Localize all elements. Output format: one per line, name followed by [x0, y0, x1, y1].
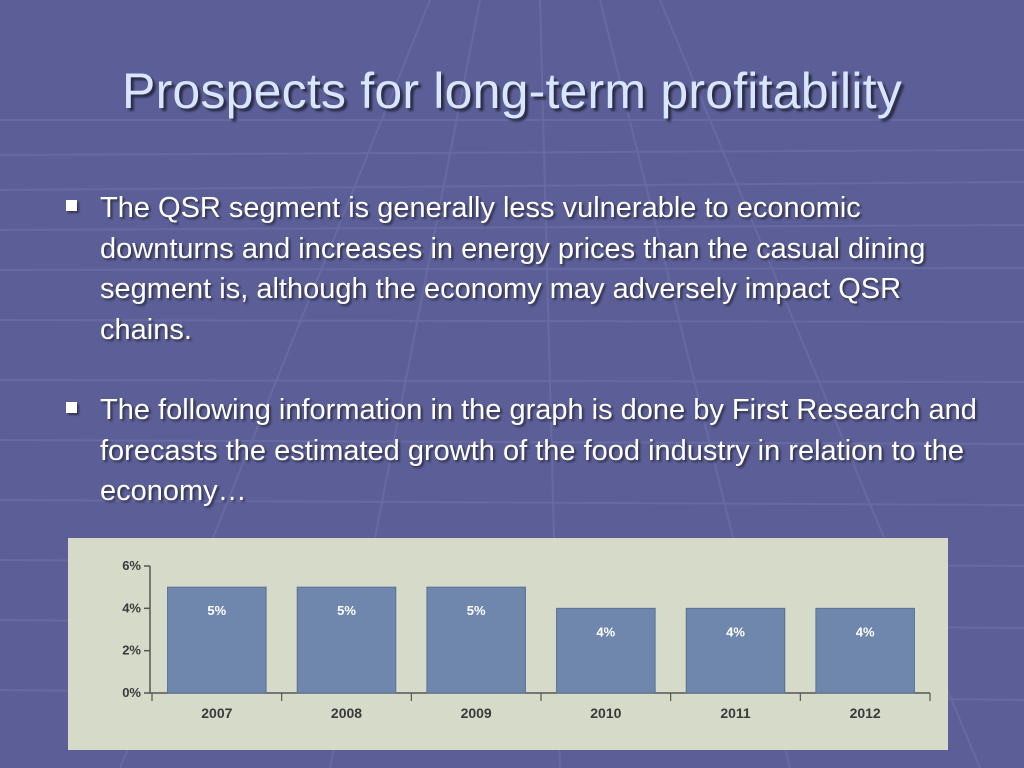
x-tick-label: 2007 [201, 705, 232, 721]
chart-panel: 0% 2% 4% 6% 5% 2007 5% 2008 5% 2009 4% 2010 4% 2011 4%… [68, 538, 948, 750]
bar [815, 607, 915, 694]
y-tick-label: 0% [122, 685, 141, 700]
bar [685, 607, 786, 694]
slide-title: Prospects for long-term profitability [122, 63, 902, 119]
bullet-list: The QSR segment is generally less vulner… [62, 188, 982, 512]
y-tick-label: 2% [122, 643, 141, 658]
x-tick-label: 2009 [461, 705, 492, 721]
y-tick-label: 6% [122, 558, 141, 573]
x-tick-label: 2008 [331, 705, 362, 721]
bar [556, 607, 656, 694]
x-tick-label: 2011 [720, 705, 751, 721]
bullet-text: The following information in the graph i… [100, 394, 977, 507]
bar-data-label: 4% [856, 624, 875, 639]
bullet-item: The following information in the graph i… [62, 390, 982, 512]
growth-bar-chart: 0% 2% 4% 6% 5% 2007 5% 2008 5% 2009 4% 2010 4% 2011 4%… [122, 558, 931, 721]
x-tick-label: 2010 [590, 705, 621, 721]
bar-data-label: 5% [467, 603, 486, 618]
bar [296, 586, 397, 694]
bar-data-label: 5% [207, 603, 226, 618]
bar-data-label: 4% [596, 624, 615, 639]
bar-data-label: 5% [337, 603, 356, 618]
square-bullet-icon [66, 402, 77, 413]
bullet-text: The QSR segment is generally less vulner… [100, 192, 926, 346]
square-bullet-icon [66, 200, 77, 211]
x-tick-label: 2012 [850, 705, 881, 721]
bar [426, 586, 526, 694]
y-tick-label: 4% [122, 600, 141, 615]
bar-data-label: 4% [726, 624, 745, 639]
bar [167, 586, 267, 694]
bullet-item: The QSR segment is generally less vulner… [62, 188, 982, 350]
